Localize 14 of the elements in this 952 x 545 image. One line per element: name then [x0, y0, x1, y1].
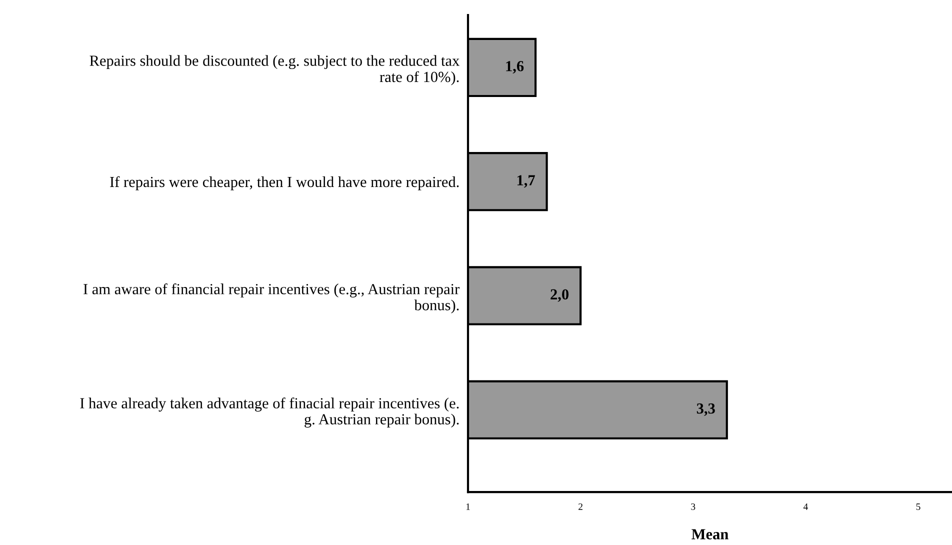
- y-tick-label: Repairs should be discounted (e.g. subject to the reduced tax rate of 10%).: [90, 55, 460, 86]
- data-label: 2,0: [550, 289, 569, 302]
- y-tick-label: If repairs were cheaper, then I would have more repaired.: [110, 176, 459, 190]
- x-tick-label: 2: [578, 503, 582, 510]
- x-axis-title: Mean: [692, 529, 728, 540]
- data-label: 1,7: [517, 175, 535, 188]
- y-tick-label: I am aware of financial repair incentives (e.g., Austrian repair bonus).: [84, 283, 460, 314]
- x-tick-label: 3: [691, 503, 696, 510]
- data-label: 1,6: [506, 61, 524, 74]
- x-tick-label: 4: [803, 503, 808, 510]
- data-label: 3,3: [696, 403, 715, 416]
- y-tick-label: I have already taken advantage of finacial repair incentives (e. g. Austrian repair bonus).: [80, 398, 459, 428]
- x-tick-label: 1: [466, 503, 470, 510]
- x-tick-label: 5: [916, 504, 920, 510]
